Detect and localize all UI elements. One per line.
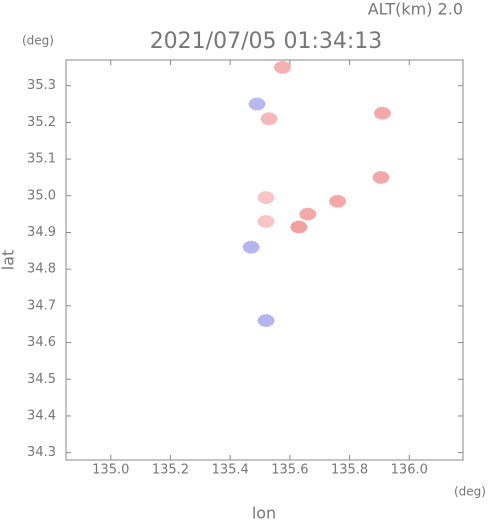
- echo-blob: [257, 214, 275, 228]
- echo-blob: [273, 60, 291, 74]
- y-tick-label: 34.8: [27, 262, 56, 277]
- y-axis-label: lat: [0, 250, 18, 271]
- x-tick-label: 135.4: [212, 463, 249, 478]
- x-tick-label: 135.8: [331, 463, 368, 478]
- x-tick-label: 135.0: [92, 463, 129, 478]
- echo-blob: [260, 112, 278, 126]
- echo-blob: [248, 97, 266, 111]
- x-axis-label: lon: [252, 504, 276, 521]
- subtitle: ALT(km) 2.0: [368, 0, 463, 19]
- y-tick-label: 35.1: [27, 152, 56, 167]
- echo-blob: [257, 191, 275, 205]
- chart-title: 2021/07/05 01:34:13: [150, 29, 383, 54]
- echo-blob: [242, 240, 260, 254]
- y-tick-label: 34.9: [27, 225, 56, 240]
- y-tick-label: 34.6: [27, 335, 56, 350]
- echo-blob: [290, 220, 308, 234]
- echo-blob: [299, 207, 317, 221]
- echo-blob: [372, 170, 390, 184]
- echo-blob: [257, 314, 275, 328]
- x-unit: (deg): [454, 485, 486, 499]
- y-tick-label: 34.3: [27, 445, 56, 460]
- x-tick-label: 135.2: [152, 463, 189, 478]
- y-tick-label: 34.7: [27, 298, 56, 313]
- echo-blob: [373, 106, 391, 120]
- echo-blob: [329, 194, 347, 208]
- y-unit: (deg): [22, 34, 54, 48]
- y-tick-label: 35.3: [27, 78, 56, 93]
- plot-frame: [65, 59, 464, 461]
- y-tick-label: 34.4: [27, 408, 56, 423]
- x-tick-label: 135.6: [271, 463, 308, 478]
- y-tick-label: 35.0: [27, 188, 56, 203]
- y-tick-label: 35.2: [27, 115, 56, 130]
- y-tick-label: 34.5: [27, 372, 56, 387]
- x-tick-label: 136.0: [391, 463, 428, 478]
